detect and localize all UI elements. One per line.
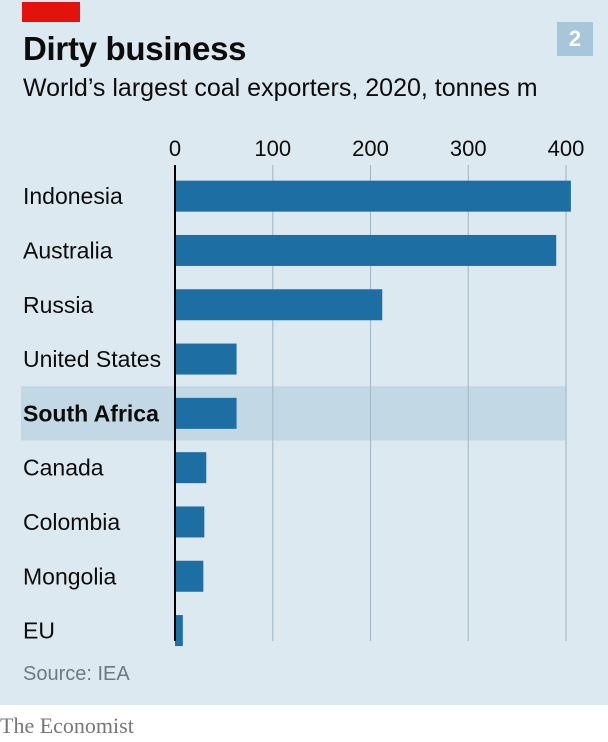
category-label: Canada xyxy=(23,455,104,481)
x-tick-label: 400 xyxy=(548,136,585,161)
category-label: Australia xyxy=(23,237,113,263)
bar-eu xyxy=(175,615,183,647)
highlight-band xyxy=(21,386,566,441)
category-label: Indonesia xyxy=(23,183,123,209)
source-note: Source: IEA xyxy=(23,663,130,685)
chart-number-badge: 2 xyxy=(557,22,593,56)
chart-subtitle: World’s largest coal exporters, 2020, to… xyxy=(23,74,538,102)
bar-indonesia xyxy=(175,180,571,212)
category-label: Colombia xyxy=(23,509,120,535)
bar-chart: 0 100 200 300 400 Indonesia Australia Russia Uni… xyxy=(21,136,585,647)
category-label: United States xyxy=(23,346,161,372)
x-tick-label: 100 xyxy=(254,136,291,161)
x-tick-label: 0 xyxy=(169,136,181,161)
bar-australia xyxy=(175,234,557,266)
bar-canada xyxy=(175,452,207,484)
bar-south-africa xyxy=(175,397,237,429)
category-label: Mongolia xyxy=(23,563,117,589)
category-label: EU xyxy=(23,618,55,644)
chart-title: Dirty business xyxy=(23,30,247,67)
x-tick-label: 300 xyxy=(450,136,487,161)
publisher-wordmark: The Economist xyxy=(0,713,134,738)
bar-russia xyxy=(175,289,383,321)
brand-red-tag xyxy=(22,2,80,22)
bar-united-states xyxy=(175,343,237,375)
category-label: Russia xyxy=(23,292,94,318)
bar-colombia xyxy=(175,506,205,538)
category-label: South Africa xyxy=(23,400,159,426)
chart-panel xyxy=(0,0,608,705)
bar-mongolia xyxy=(175,560,204,592)
x-tick-label: 200 xyxy=(352,136,389,161)
